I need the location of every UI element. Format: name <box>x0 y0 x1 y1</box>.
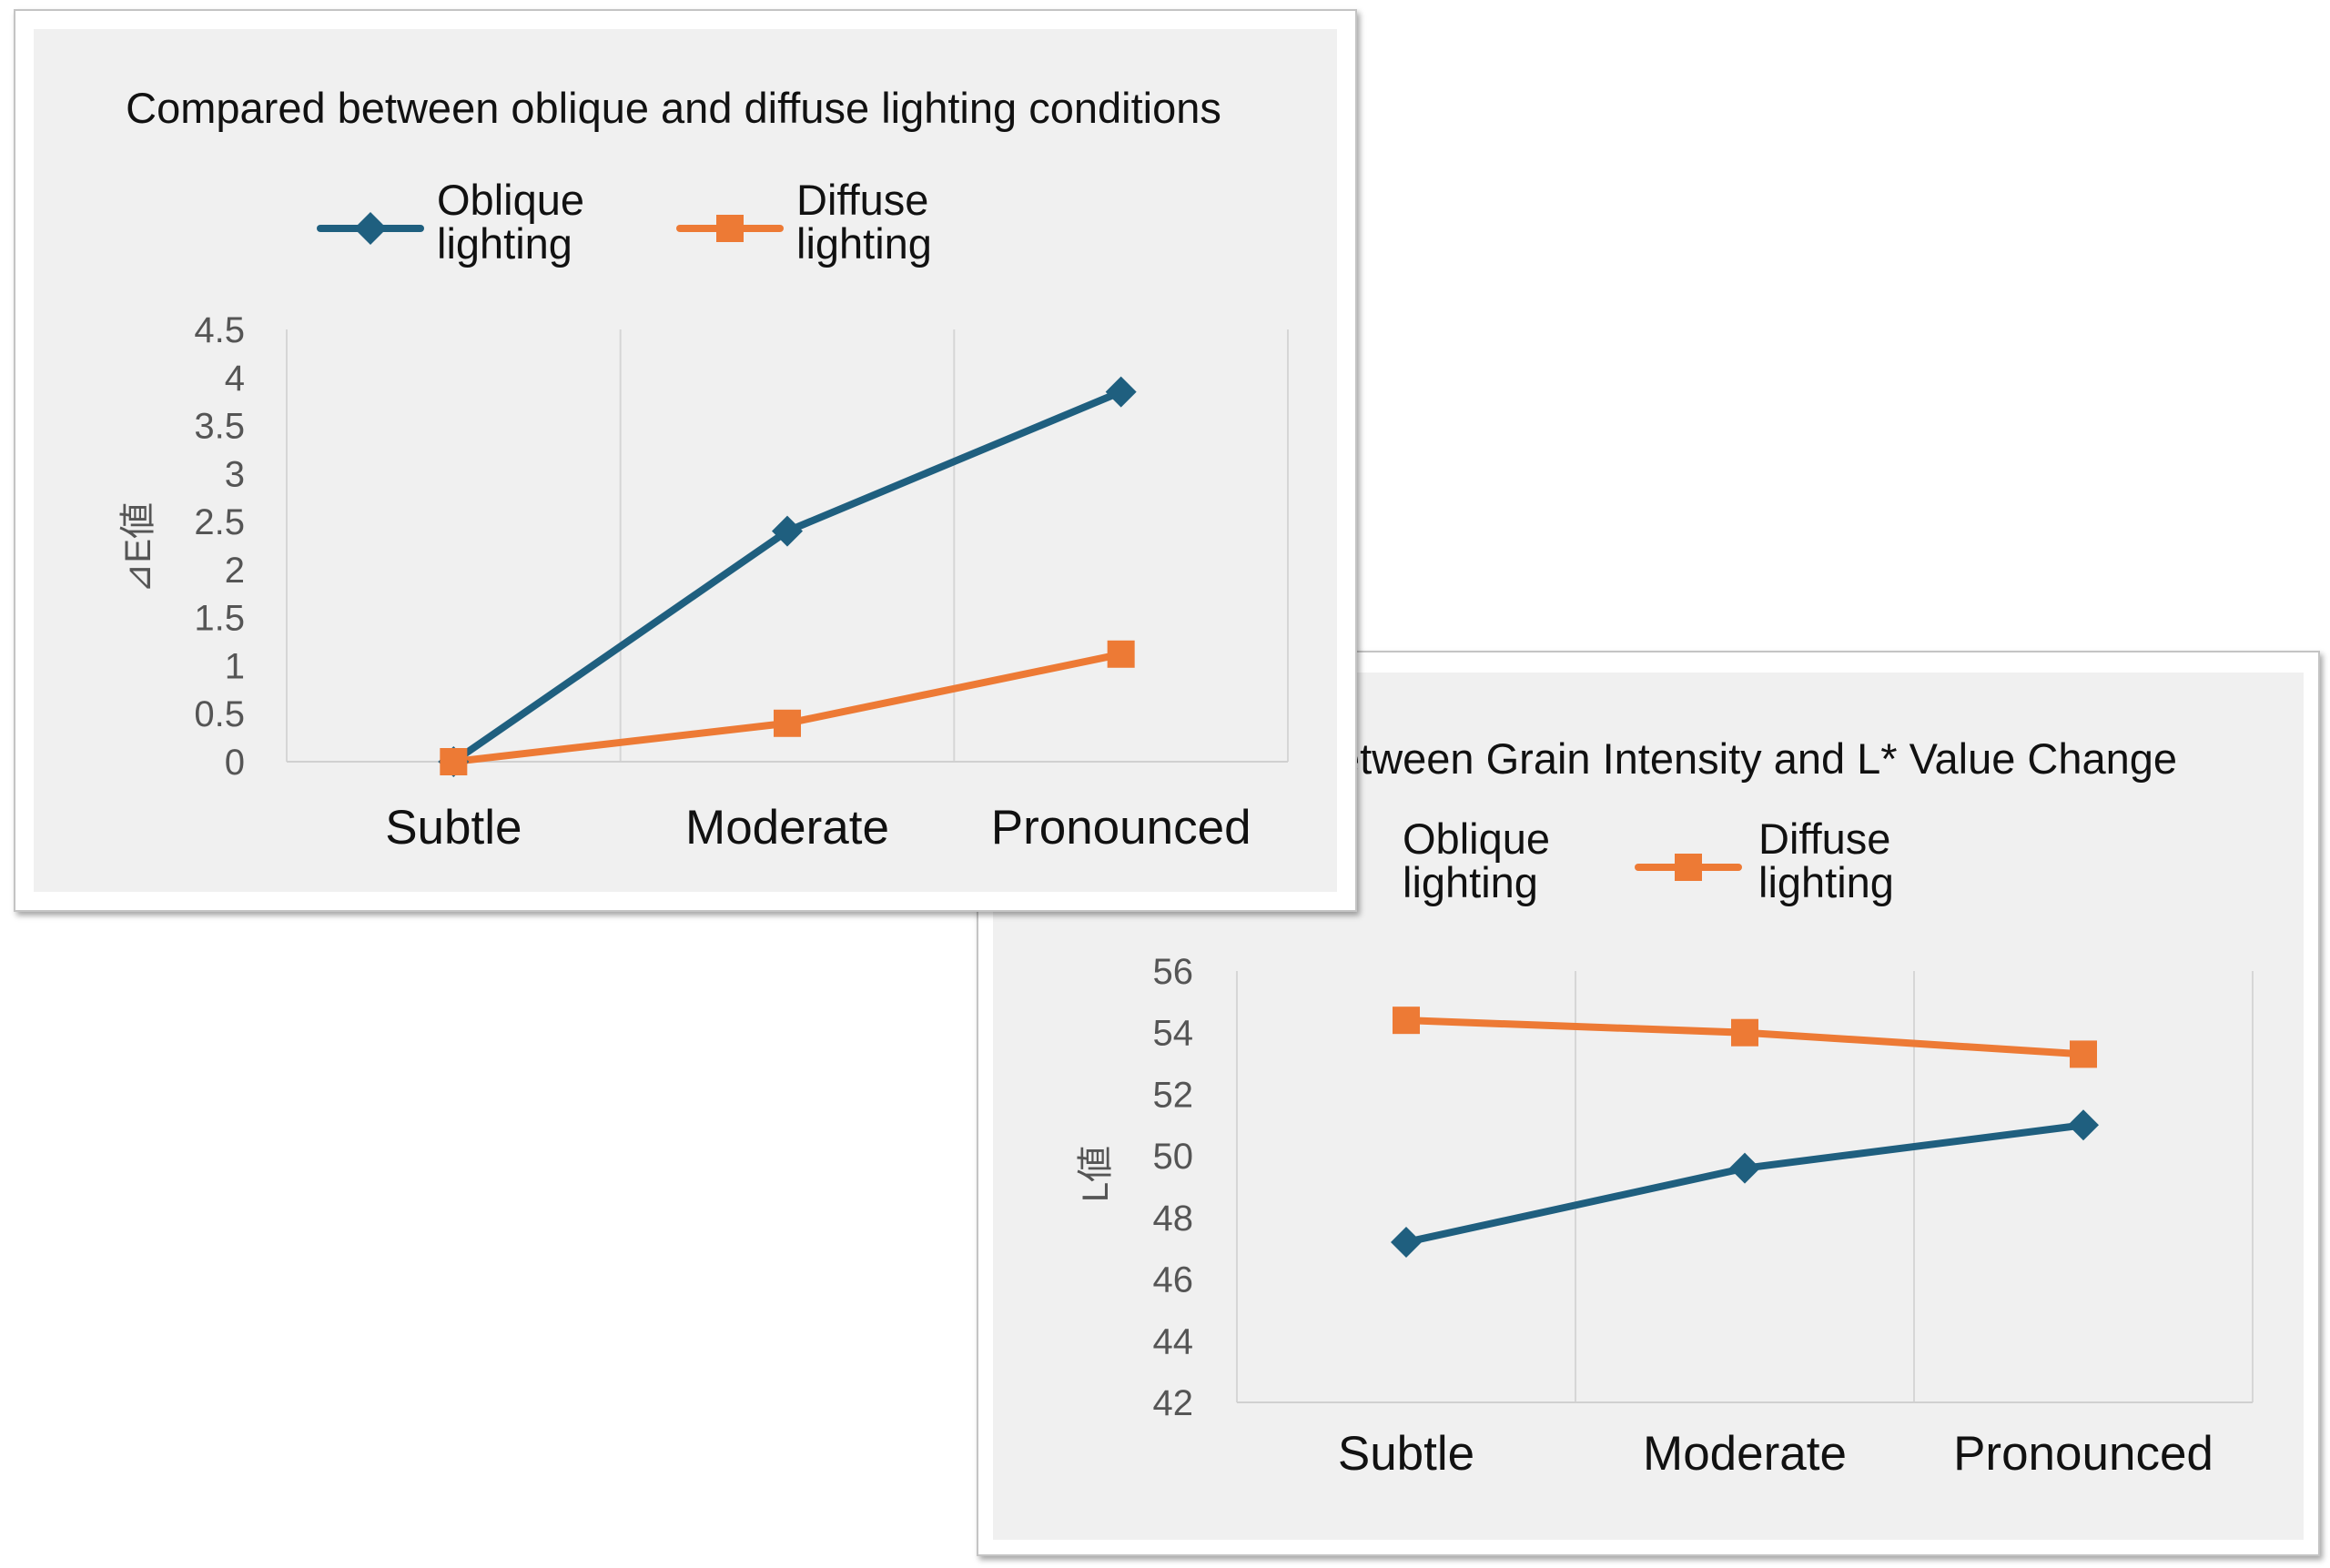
y-tick-label: 4 <box>225 359 245 399</box>
x-tick-label: Subtle <box>385 801 522 855</box>
legend: Oblique lighting Diffuse lighting <box>317 176 932 268</box>
legend-label-diffuse-line1: Diffuse <box>1758 814 1890 863</box>
x-tick-label: Moderate <box>685 801 889 855</box>
chart-title: Compared between oblique and diffuse lig… <box>126 84 1221 132</box>
y-tick-label: 50 <box>1153 1137 1194 1177</box>
data-point-oblique <box>2068 1109 2099 1141</box>
y-tick-label: 4.5 <box>194 310 245 350</box>
legend-label-diffuse-line2: lighting <box>796 219 932 268</box>
legend-label-diffuse-line2: lighting <box>1758 858 1894 906</box>
data-point-diffuse <box>2070 1040 2097 1068</box>
chart-title: etween Grain Intensity and L* Value Chan… <box>1336 734 2177 783</box>
y-tick-label: 1.5 <box>194 599 245 639</box>
y-tick-label: 3 <box>225 454 245 494</box>
y-tick-label: 2.5 <box>194 502 245 542</box>
y-tick-label: 42 <box>1153 1383 1194 1423</box>
legend-item-oblique: Oblique lighting <box>317 176 584 268</box>
y-axis-label: L値 <box>1076 1146 1116 1202</box>
y-tick-label: 0.5 <box>194 694 245 734</box>
y-tick-label: 48 <box>1153 1199 1194 1239</box>
data-point-diffuse <box>1107 640 1135 668</box>
legend-item-diffuse: Diffuse lighting <box>1635 814 1894 906</box>
data-point-diffuse <box>1393 1007 1420 1035</box>
y-tick-label: 2 <box>225 551 245 591</box>
y-tick-label: 56 <box>1153 952 1194 992</box>
x-tick-label: Pronounced <box>1953 1427 2214 1481</box>
legend-label-oblique-line2: lighting <box>437 219 572 268</box>
legend-label-oblique-line1: Oblique <box>1403 814 1550 863</box>
data-point-oblique <box>772 515 803 547</box>
delta-e-line-chart: Compared between oblique and diffuse lig… <box>34 29 1337 892</box>
legend-item-diffuse: Diffuse lighting <box>676 176 932 268</box>
x-tick-label: Pronounced <box>991 801 1251 855</box>
y-tick-label: 3.5 <box>194 407 245 447</box>
x-tick-label: Subtle <box>1338 1427 1474 1481</box>
y-axis-label: ⊿E値 <box>118 502 158 593</box>
y-tick-label: 46 <box>1153 1260 1194 1300</box>
data-point-oblique <box>1391 1226 1422 1258</box>
chart-background <box>34 29 1337 892</box>
data-point-oblique <box>1729 1152 1760 1184</box>
legend-diamond-marker <box>354 212 387 245</box>
plot-area: 0 0.5 1 1.5 2 2.5 3 3.5 4 4.5 Subtle Moderate Pronou… <box>194 310 1289 855</box>
legend-square-marker <box>1675 854 1702 881</box>
data-point-diffuse <box>440 748 468 775</box>
y-tick-label: 54 <box>1153 1014 1194 1054</box>
data-point-diffuse <box>774 709 801 737</box>
data-point-oblique <box>1105 376 1137 408</box>
y-tick-label: 44 <box>1153 1321 1194 1361</box>
legend-label-diffuse-line1: Diffuse <box>796 176 928 224</box>
chart-panel-delta-e: Compared between oblique and diffuse lig… <box>14 9 1357 912</box>
legend-label-oblique-line1: Oblique <box>437 176 584 224</box>
y-tick-label: 52 <box>1153 1075 1194 1115</box>
y-tick-label: 1 <box>225 646 245 686</box>
plot-area: 42 44 46 48 50 52 54 56 Subtle Moderate Pronounced <box>1153 952 2254 1481</box>
legend-label-oblique-line2: lighting <box>1403 858 1538 906</box>
data-point-diffuse <box>1731 1018 1758 1047</box>
legend-square-marker <box>716 215 744 242</box>
y-tick-label: 0 <box>225 743 245 783</box>
x-tick-label: Moderate <box>1643 1427 1847 1481</box>
